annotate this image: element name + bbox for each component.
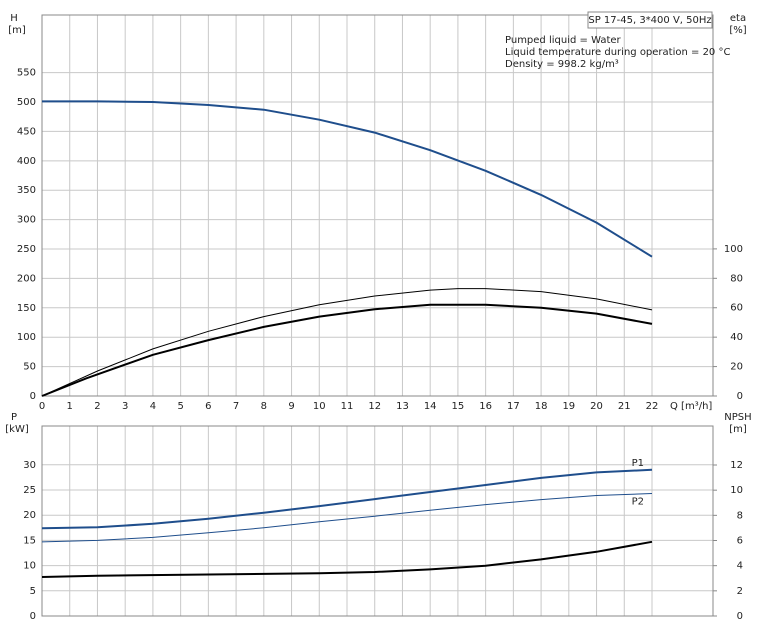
x-tick-label: 7: [233, 401, 239, 412]
x-tick-label: 20: [590, 401, 603, 412]
x-tick-label: 18: [535, 401, 548, 412]
curve: [41, 540, 653, 578]
y2-axis-label: NPSH: [724, 412, 751, 423]
x-tick-label: 14: [424, 401, 437, 412]
curve: [41, 468, 653, 530]
y-tick-label: 550: [17, 68, 36, 79]
y2-tick-label: 2: [737, 586, 743, 597]
x-tick-label: 9: [288, 401, 294, 412]
x-tick-label: 21: [618, 401, 631, 412]
y-tick-label: 200: [17, 273, 36, 284]
x-tick-label: 13: [396, 401, 409, 412]
y-tick-label: 15: [23, 535, 36, 546]
y2-tick-label: 8: [737, 510, 743, 521]
x-axis-label: Q [m³/h]: [670, 401, 712, 412]
y2-tick-label: 20: [730, 362, 743, 373]
x-tick-label: 1: [67, 401, 73, 412]
y2-tick-label: 60: [730, 303, 743, 314]
x-tick-label: 3: [122, 401, 128, 412]
y-axis-label: P: [11, 412, 17, 423]
y2-tick-label: 100: [724, 244, 743, 255]
y-tick-label: 400: [17, 156, 36, 167]
y2-tick-label: 4: [737, 561, 743, 572]
y-tick-label: 500: [17, 97, 36, 108]
x-tick-label: 4: [150, 401, 156, 412]
y-tick-label: 150: [17, 303, 36, 314]
series-label: P1: [632, 458, 644, 469]
info-box: [587, 11, 713, 29]
x-tick-label: 17: [507, 401, 520, 412]
x-tick-label: 2: [94, 401, 100, 412]
x-tick-label: 16: [479, 401, 492, 412]
plot-area: [42, 15, 713, 396]
y2-tick-label: 0: [737, 391, 743, 402]
y-tick-label: 0: [30, 611, 36, 622]
plot-frame: [41, 14, 714, 397]
y-tick-label: 25: [23, 485, 36, 496]
annotation: Density = 998.2 kg/m³: [505, 59, 619, 70]
y2-axis-unit: [%]: [729, 25, 746, 36]
y-axis-unit: [m]: [8, 25, 26, 36]
annotation: Liquid temperature during operation = 20…: [505, 47, 730, 58]
y-tick-label: 250: [17, 244, 36, 255]
y-tick-label: 100: [17, 332, 36, 343]
y-tick-label: 30: [23, 460, 36, 471]
x-tick-label: 15: [452, 401, 465, 412]
y-tick-label: 450: [17, 126, 36, 137]
x-tick-label: 0: [39, 401, 45, 412]
x-tick-label: 10: [313, 401, 326, 412]
y-tick-label: 0: [30, 391, 36, 402]
plot-area: [42, 426, 713, 616]
info-box-label: SP 17-45, 3*400 V, 50Hz: [588, 15, 711, 26]
y-axis-label: H: [10, 13, 18, 24]
y-tick-label: 20: [23, 510, 36, 521]
curve: [41, 493, 653, 543]
y-tick-label: 300: [17, 215, 36, 226]
curve: [41, 288, 653, 397]
x-tick-label: 19: [562, 401, 575, 412]
y-tick-label: 5: [30, 586, 36, 597]
plot-frame: [41, 425, 714, 617]
y-tick-label: 350: [17, 185, 36, 196]
series-label: P2: [632, 497, 644, 508]
x-tick-label: 11: [341, 401, 354, 412]
y2-tick-label: 12: [730, 460, 743, 471]
x-tick-label: 6: [205, 401, 211, 412]
x-tick-label: 8: [261, 401, 267, 412]
y-axis-unit: [kW]: [5, 424, 29, 435]
y2-tick-label: 80: [730, 273, 743, 284]
x-tick-label: 22: [646, 401, 659, 412]
annotation: Pumped liquid = Water: [505, 35, 622, 46]
curve: [42, 100, 653, 258]
y2-axis-label: eta: [730, 13, 746, 24]
curve: [41, 303, 653, 397]
y-tick-label: 10: [23, 561, 36, 572]
y2-axis-unit: [m]: [729, 424, 747, 435]
y-tick-label: 50: [23, 362, 36, 373]
y2-tick-label: 0: [737, 611, 743, 622]
y2-tick-label: 40: [730, 332, 743, 343]
x-tick-label: 12: [368, 401, 381, 412]
y2-tick-label: 10: [730, 485, 743, 496]
y2-tick-label: 6: [737, 536, 743, 547]
x-tick-label: 5: [177, 401, 183, 412]
